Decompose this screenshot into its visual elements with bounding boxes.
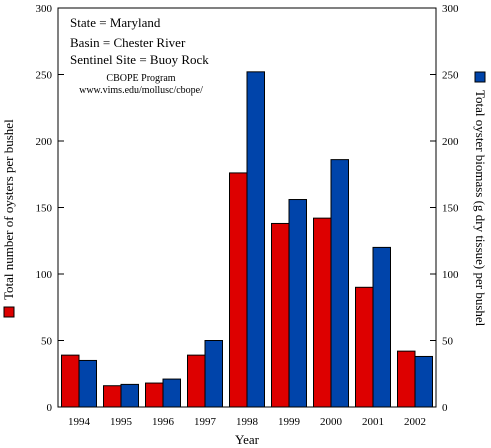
bar-oysters-1998 <box>229 172 248 408</box>
bar-biomass-1998 <box>246 71 265 408</box>
info-basin: Basin = Chester River <box>70 35 186 50</box>
info-state: State = Maryland <box>70 15 161 30</box>
bar-biomass-2002 <box>414 355 433 408</box>
x-tick-label: 2001 <box>362 416 384 428</box>
y-tick-label-right: 0 <box>442 402 448 414</box>
bar-oysters-1994 <box>61 354 80 408</box>
legend-swatch-left <box>3 306 15 318</box>
y-tick-label-left: 200 <box>36 136 53 148</box>
bars-group <box>61 71 433 408</box>
legend-swatch-right <box>474 71 486 83</box>
x-tick-label: 1995 <box>110 416 133 428</box>
bar-oysters-2001 <box>355 286 374 408</box>
bar-oysters-1997 <box>187 354 206 408</box>
x-axis-title: Year <box>235 432 260 447</box>
x-tick-label: 1998 <box>236 416 259 428</box>
info-site: Sentinel Site = Buoy Rock <box>70 52 209 67</box>
x-tick-label: 2000 <box>320 416 343 428</box>
y-axis-left: 0 50 100 150 200 250 300 <box>36 3 64 414</box>
y-tick-label-left: 150 <box>36 203 53 215</box>
y-axis-title-right: Total oyster biomass (g dry tissue) per … <box>473 90 488 327</box>
y-tick-label-right: 150 <box>442 203 459 215</box>
x-tick-label: 2002 <box>404 416 426 428</box>
x-tick-label: 1997 <box>194 416 217 428</box>
x-tick-label: 1994 <box>68 416 91 428</box>
y-tick-label-right: 50 <box>442 336 454 348</box>
bar-biomass-1996 <box>162 378 181 408</box>
y-tick-label-right: 100 <box>442 269 459 281</box>
y-tick-label-left: 0 <box>47 402 53 414</box>
y-tick-label-left: 50 <box>41 336 53 348</box>
bar-oysters-2000 <box>313 217 332 408</box>
y-axis-title-left: Total number of oysters per bushel <box>1 119 16 300</box>
y-tick-label-right: 200 <box>442 136 459 148</box>
bar-biomass-1995 <box>120 383 139 408</box>
x-tick-label: 1996 <box>152 416 175 428</box>
bar-oysters-2002 <box>397 350 416 408</box>
bar-biomass-1999 <box>288 199 307 408</box>
info-url: www.vims.edu/mollusc/cbope/ <box>79 85 203 96</box>
x-axis: 1994 1995 1996 1997 1998 1999 2000 2001 2002 <box>68 402 426 428</box>
bar-biomass-2001 <box>372 246 391 408</box>
y-tick-label-left: 250 <box>36 70 53 82</box>
bar-biomass-1997 <box>204 340 223 408</box>
bar-biomass-2000 <box>330 159 349 408</box>
x-tick-label: 1999 <box>278 416 301 428</box>
y-tick-label-left: 300 <box>36 3 53 15</box>
y-tick-label-left: 100 <box>36 269 53 281</box>
bar-oysters-1995 <box>103 385 122 408</box>
bar-biomass-1994 <box>78 359 97 408</box>
info-program: CBOPE Program <box>106 73 175 84</box>
y-axis-right: 0 50 100 150 200 250 300 <box>430 3 459 414</box>
y-tick-label-right: 250 <box>442 70 459 82</box>
y-tick-label-right: 300 <box>442 3 459 15</box>
bar-oysters-1999 <box>271 222 290 408</box>
bar-oysters-1996 <box>145 382 164 408</box>
